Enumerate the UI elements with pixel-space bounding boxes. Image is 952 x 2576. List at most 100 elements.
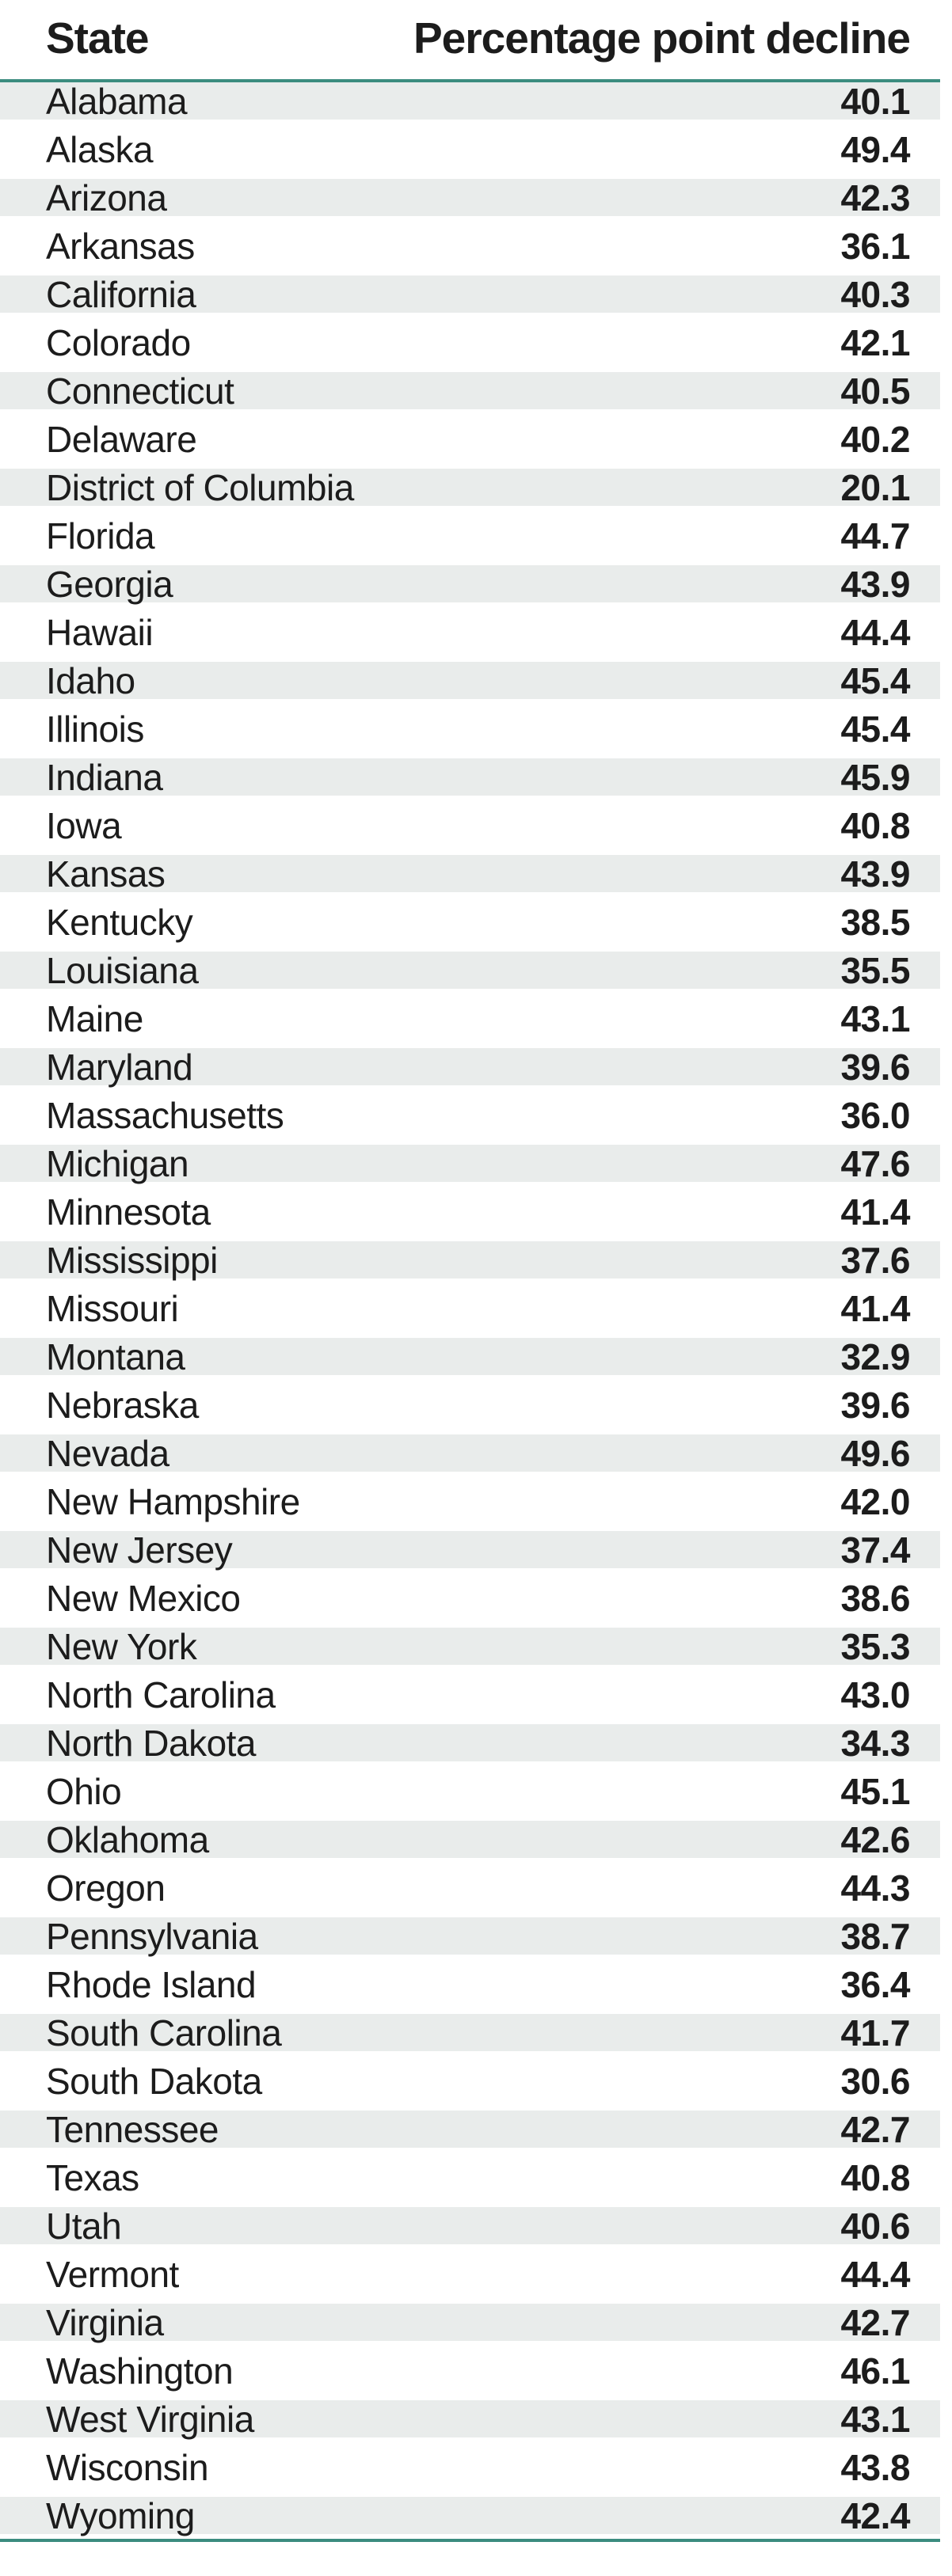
table-row: Nevada 49.6	[0, 1432, 940, 1474]
table-row: Arkansas 36.1	[0, 226, 940, 267]
state-name-cell: Alaska	[46, 128, 154, 170]
decline-value-cell: 41.4	[840, 1287, 910, 1329]
state-name-cell: Washington	[46, 2350, 234, 2392]
decline-value-cell: 40.5	[840, 370, 910, 412]
decline-value-cell: 36.0	[840, 1094, 910, 1136]
decline-value-cell: 43.9	[840, 853, 910, 895]
table-row: Minnesota 41.4	[0, 1191, 940, 1233]
state-name-cell: Wisconsin	[46, 2446, 209, 2488]
decline-value-cell: 43.9	[840, 563, 910, 605]
state-name-cell: Hawaii	[46, 611, 154, 653]
table-body: Alabama 40.1 Alaska 49.4 Arizona 42.3 Ar…	[0, 80, 940, 2536]
table-row: South Carolina 41.7	[0, 2012, 940, 2054]
table-row: Delaware 40.2	[0, 418, 940, 460]
decline-value-cell: 42.6	[840, 1818, 910, 1860]
table-row: Tennessee 42.7	[0, 2108, 940, 2150]
table-row: Maryland 39.6	[0, 1047, 940, 1088]
decline-value-cell: 43.0	[840, 1674, 910, 1715]
table-row: North Carolina 43.0	[0, 1674, 940, 1715]
decline-value-cell: 42.7	[840, 2301, 910, 2343]
state-name-cell: Florida	[46, 515, 155, 557]
decline-value-cell: 37.4	[840, 1529, 910, 1571]
table-row: Iowa 40.8	[0, 805, 940, 846]
decline-value-cell: 44.4	[840, 2253, 910, 2295]
table-row: Massachusetts 36.0	[0, 1094, 940, 1136]
table-row: Illinois 45.4	[0, 708, 940, 750]
decline-value-cell: 30.6	[840, 2060, 910, 2102]
decline-value-cell: 42.4	[840, 2494, 910, 2536]
state-name-cell: Maryland	[46, 1046, 193, 1088]
state-name-cell: Texas	[46, 2156, 139, 2198]
table-row: Michigan 47.6	[0, 1142, 940, 1184]
table-row: New Mexico 38.6	[0, 1577, 940, 1619]
decline-value-cell: 38.7	[840, 1915, 910, 1957]
state-name-cell: Alabama	[46, 80, 188, 122]
state-name-cell: Kansas	[46, 853, 166, 895]
decline-value-cell: 36.1	[840, 225, 910, 267]
state-name-cell: West Virginia	[46, 2398, 254, 2440]
state-name-cell: Utah	[46, 2205, 122, 2247]
decline-value-cell: 45.4	[840, 659, 910, 701]
decline-value-cell: 47.6	[840, 1142, 910, 1184]
table-row: Alabama 40.1	[0, 80, 940, 122]
decline-value-cell: 40.8	[840, 2156, 910, 2198]
table-header-row: State Percentage point decline	[0, 0, 940, 82]
state-name-cell: Oregon	[46, 1867, 166, 1909]
table-row: Vermont 44.4	[0, 2253, 940, 2295]
state-name-cell: Arizona	[46, 177, 167, 218]
table-row: Missouri 41.4	[0, 1287, 940, 1329]
table-row: Louisiana 35.5	[0, 949, 940, 991]
decline-value-cell: 46.1	[840, 2350, 910, 2392]
state-name-cell: Tennessee	[46, 2108, 219, 2150]
state-name-cell: Nevada	[46, 1432, 169, 1474]
decline-value-cell: 32.9	[840, 1335, 910, 1377]
state-name-cell: South Dakota	[46, 2060, 262, 2102]
state-name-cell: Delaware	[46, 418, 197, 460]
decline-value-cell: 39.6	[840, 1046, 910, 1088]
state-name-cell: Georgia	[46, 563, 173, 605]
decline-value-cell: 45.4	[840, 708, 910, 750]
decline-value-cell: 43.8	[840, 2446, 910, 2488]
table-row: New Hampshire 42.0	[0, 1481, 940, 1522]
decline-value-cell: 40.2	[840, 418, 910, 460]
state-name-cell: Virginia	[46, 2301, 164, 2343]
table-row: Ohio 45.1	[0, 1771, 940, 1812]
state-name-cell: Wyoming	[46, 2494, 195, 2536]
state-name-cell: Arkansas	[46, 225, 195, 267]
state-name-cell: New Mexico	[46, 1577, 241, 1619]
table-row: Connecticut 40.5	[0, 370, 940, 412]
decline-value-cell: 44.3	[840, 1867, 910, 1909]
table-row: Nebraska 39.6	[0, 1385, 940, 1426]
table-row: New York 35.3	[0, 1625, 940, 1667]
table-row: Maine 43.1	[0, 997, 940, 1039]
decline-value-cell: 38.5	[840, 901, 910, 943]
table-row: Rhode Island 36.4	[0, 1963, 940, 2005]
state-name-cell: Mississippi	[46, 1239, 218, 1281]
decline-value-cell: 45.9	[840, 756, 910, 798]
decline-value-cell: 44.4	[840, 611, 910, 653]
table-row: Georgia 43.9	[0, 564, 940, 605]
decline-value-cell: 36.4	[840, 1963, 910, 2005]
table-row: New Jersey 37.4	[0, 1529, 940, 1571]
state-name-cell: Minnesota	[46, 1191, 211, 1233]
table-row: North Dakota 34.3	[0, 1723, 940, 1764]
state-name-cell: Idaho	[46, 659, 135, 701]
decline-value-cell: 35.3	[840, 1625, 910, 1667]
table-row: Texas 40.8	[0, 2156, 940, 2198]
decline-value-cell: 42.3	[840, 177, 910, 218]
state-name-cell: Connecticut	[46, 370, 234, 412]
state-name-cell: Massachusetts	[46, 1094, 284, 1136]
table-row: Montana 32.9	[0, 1335, 940, 1377]
table-row: West Virginia 43.1	[0, 2399, 940, 2440]
decline-value-cell: 38.6	[840, 1577, 910, 1619]
state-name-cell: California	[46, 273, 196, 315]
decline-value-cell: 40.1	[840, 80, 910, 122]
table-row: Colorado 42.1	[0, 322, 940, 363]
table-row: Oregon 44.3	[0, 1867, 940, 1909]
state-name-cell: Nebraska	[46, 1384, 199, 1426]
decline-value-cell: 39.6	[840, 1384, 910, 1426]
state-name-cell: Louisiana	[46, 949, 199, 991]
state-name-cell: Maine	[46, 997, 143, 1039]
state-name-cell: Kentucky	[46, 901, 193, 943]
state-name-cell: New York	[46, 1625, 197, 1667]
